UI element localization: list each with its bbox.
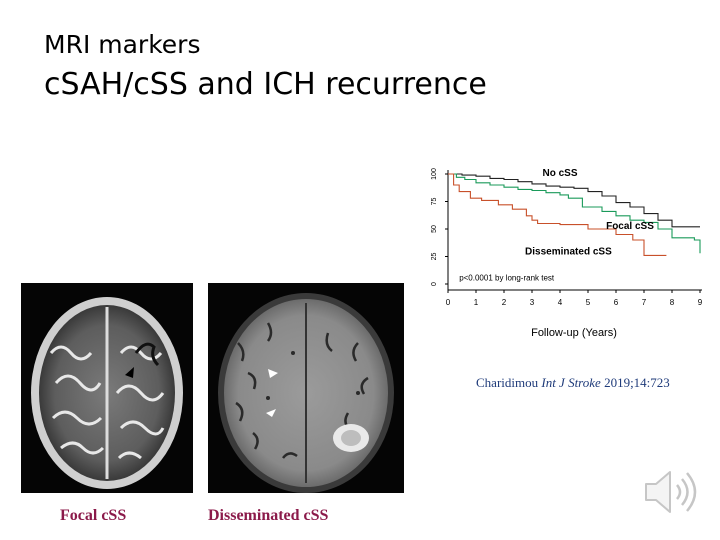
citation: Charidimou Int J Stroke 2019;14:723 bbox=[476, 375, 670, 391]
survival-chart: 0 1 2 3 4 5 6 7 8 9 0 25 50 75 100 No cSS Focal cSS Disse… bbox=[431, 168, 703, 339]
citation-journal: Int J Stroke bbox=[541, 375, 601, 390]
x-tick-label: 5 bbox=[586, 298, 591, 307]
series-label: Disseminated cSS bbox=[525, 246, 612, 257]
x-tick-label: 2 bbox=[502, 298, 507, 307]
series-line bbox=[448, 173, 701, 254]
x-tick-label: 4 bbox=[558, 298, 563, 307]
caption-disseminated-css: Disseminated cSS bbox=[208, 507, 329, 524]
chart-axes bbox=[445, 170, 702, 293]
x-tick-label: 0 bbox=[446, 298, 451, 307]
series-line bbox=[448, 173, 667, 256]
y-tick-label: 100 bbox=[431, 168, 438, 180]
slide-title: MRI markers bbox=[44, 30, 201, 59]
y-tick-label: 75 bbox=[431, 198, 438, 206]
x-tick-label: 3 bbox=[530, 298, 535, 307]
arrowhead-marker bbox=[268, 369, 278, 378]
citation-details: 2019;14:723 bbox=[604, 375, 670, 390]
y-tick-label: 25 bbox=[431, 253, 438, 261]
y-tick-label: 50 bbox=[431, 225, 438, 233]
series-line bbox=[448, 173, 700, 228]
p-value-annotation: p<0.0001 by long-rank test bbox=[459, 274, 555, 283]
y-tick-label: 0 bbox=[431, 282, 438, 286]
speaker-icon[interactable] bbox=[640, 466, 700, 518]
citation-author: Charidimou bbox=[476, 375, 539, 390]
x-tick-label: 7 bbox=[642, 298, 647, 307]
x-tick-label: 6 bbox=[614, 298, 619, 307]
chart-series bbox=[448, 173, 701, 256]
caption-focal-css: Focal cSS bbox=[60, 507, 127, 524]
mri-image-disseminated-css bbox=[208, 283, 404, 493]
series-label: Focal cSS bbox=[606, 221, 654, 232]
x-tick-label: 1 bbox=[474, 298, 479, 307]
series-label: No cSS bbox=[542, 168, 577, 179]
arrowhead-marker bbox=[125, 367, 134, 378]
chart-labels: 0 1 2 3 4 5 6 7 8 9 0 25 50 75 100 No cSS Focal cSS Disse… bbox=[431, 168, 703, 339]
x-tick-label: 9 bbox=[698, 298, 703, 307]
arrowhead-marker bbox=[266, 409, 276, 417]
slide-subtitle: cSAH/cSS and ICH recurrence bbox=[44, 67, 487, 102]
x-tick-label: 8 bbox=[670, 298, 675, 307]
x-axis-label: Follow-up (Years) bbox=[531, 327, 617, 339]
mri-image-focal-css bbox=[21, 283, 193, 493]
